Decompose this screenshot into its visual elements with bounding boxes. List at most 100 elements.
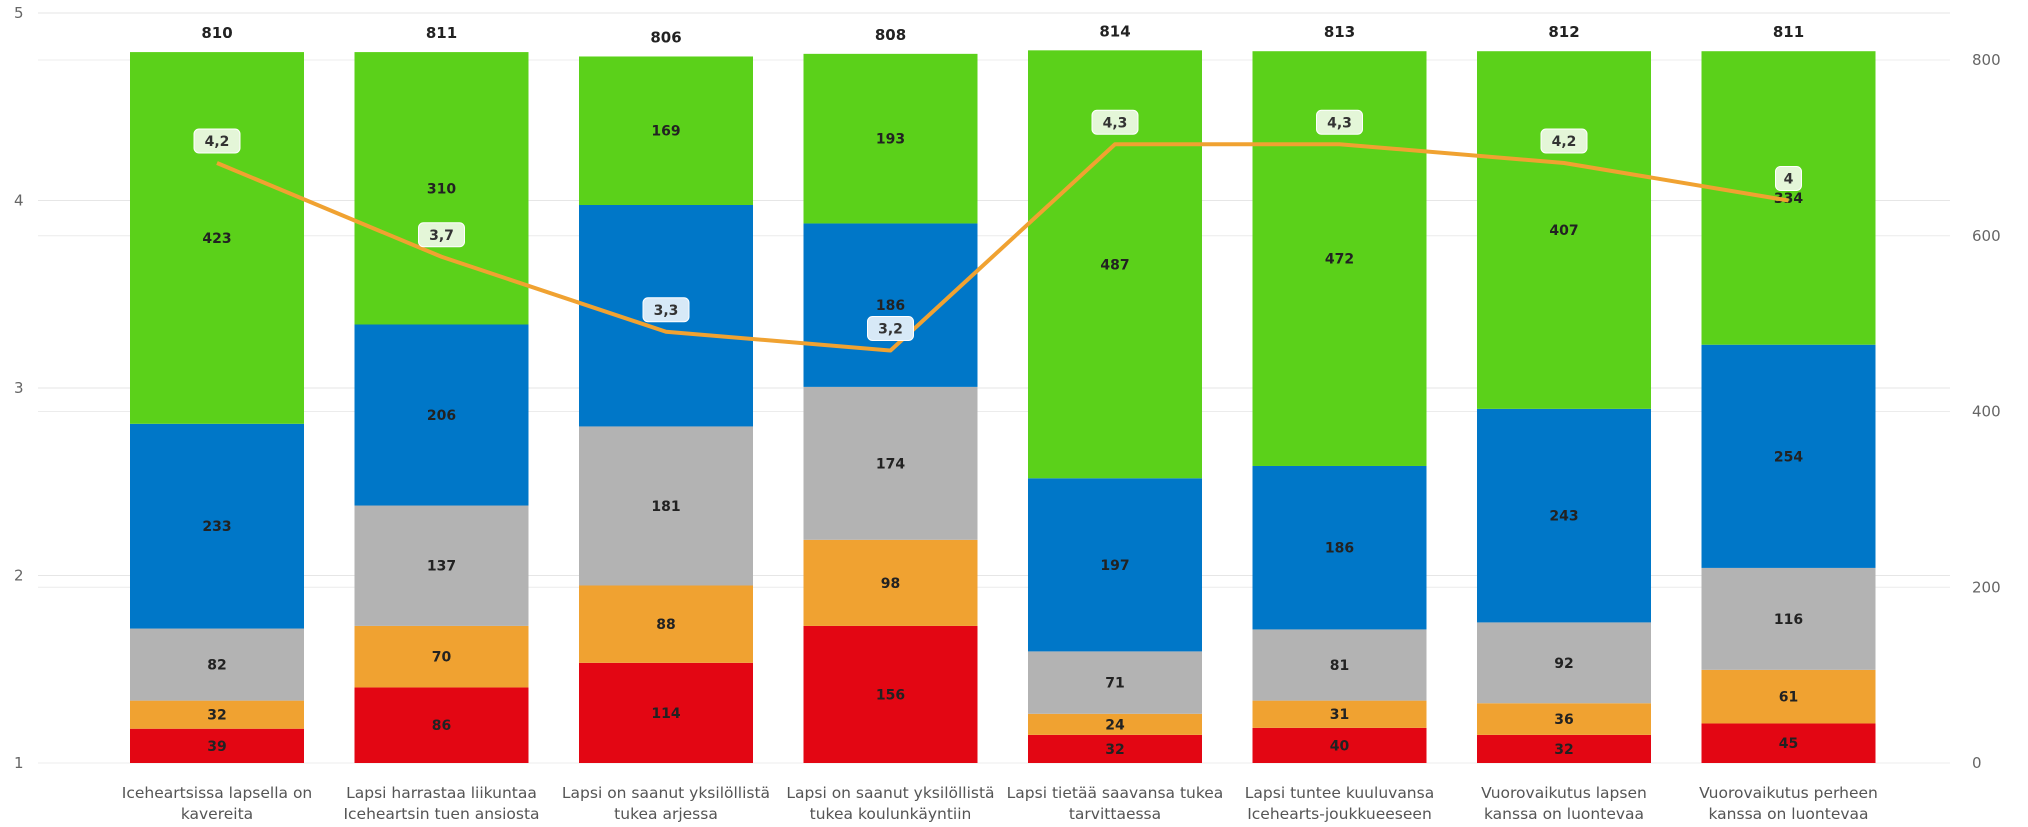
bar-segment (579, 585, 753, 663)
bar-segment (1252, 727, 1427, 763)
category-label: Vuorovaikutus perheen (1699, 784, 1878, 802)
bar-segment (803, 53, 978, 224)
bar-total-label: 811 (1773, 23, 1804, 41)
segment-labels: 3932822334238670137206310114881812521691… (202, 124, 1803, 758)
bar-segment (1028, 734, 1202, 763)
average-label-box (642, 297, 690, 323)
bar-total-label: 806 (650, 28, 681, 46)
average-label-box (418, 222, 465, 248)
average-value-label: 4,3 (1103, 115, 1128, 131)
bar-segment (579, 56, 753, 205)
segment-value-label: 88 (656, 617, 675, 633)
bar-total-label: 812 (1548, 23, 1579, 41)
bar-segment (1477, 51, 1651, 409)
segment-value-label: 206 (427, 408, 456, 424)
segment-value-label: 254 (1774, 449, 1803, 465)
bar-segment (130, 700, 304, 729)
y-left-tick-label: 5 (14, 4, 24, 22)
bar-segment (1028, 713, 1202, 735)
bar-total-label: 808 (875, 26, 906, 44)
bar-segment (579, 662, 753, 763)
segment-value-label: 156 (876, 687, 905, 703)
segment-value-label: 116 (1774, 612, 1803, 628)
y-left-tick-label: 1 (14, 754, 24, 772)
segment-value-label: 137 (427, 559, 456, 575)
average-value-label: 4,2 (1552, 134, 1577, 150)
average-value-label: 3,2 (878, 322, 903, 338)
bar-segment (1252, 629, 1427, 701)
bar-segment (354, 625, 529, 688)
bar-segment (1477, 408, 1651, 623)
bar-segment (803, 625, 978, 763)
bar-total-label: 811 (426, 24, 457, 42)
category-label: Lapsi on saanut yksilöllistä (562, 784, 770, 802)
category-labels: Iceheartsissa lapsella on kavereita Lapsi … (122, 784, 1878, 823)
segment-value-label: 186 (1325, 541, 1354, 557)
y-left-tick-label: 4 (14, 192, 24, 210)
category-label: Lapsi tietää saavansa tukea (1007, 784, 1224, 802)
segment-value-label: 82 (207, 658, 226, 674)
bar-segment (1701, 344, 1876, 568)
segment-value-label: 169 (651, 124, 680, 140)
segment-value-label: 174 (876, 456, 905, 472)
average-value-label: 4,3 (1327, 115, 1352, 131)
average-label-box (1316, 109, 1363, 135)
segment-value-label: 197 (1100, 558, 1129, 574)
segment-value-label: 423 (202, 231, 231, 247)
category-label: tukea koulunkäyntiin (810, 805, 972, 823)
bar-segment (1701, 669, 1876, 724)
segment-value-label: 472 (1325, 252, 1354, 268)
bar-segment (1252, 700, 1427, 728)
bar-segment (579, 426, 753, 586)
category-label: Icehearts​in tuen ansiosta (343, 805, 539, 823)
segment-value-label: 70 (432, 650, 452, 666)
category-label: Lapsi tuntee kuuluvansa (1245, 784, 1434, 802)
segment-value-label: 81 (1330, 658, 1349, 674)
bar-total-label: 814 (1099, 22, 1130, 40)
bar-segment (130, 628, 304, 701)
segment-value-label: 186 (876, 298, 905, 314)
y-left-tick-label: 2 (14, 567, 24, 585)
y-right-tick-label: 200 (1972, 578, 2001, 596)
average-label-box (1775, 166, 1802, 191)
bar-segment (354, 687, 529, 763)
segment-value-label: 233 (202, 519, 231, 535)
segment-value-label: 24 (1105, 717, 1125, 733)
bar-segment (1477, 622, 1651, 704)
category-label: tarvittaessa (1069, 805, 1161, 823)
segment-value-label: 86 (432, 718, 451, 734)
segment-value-label: 181 (651, 499, 680, 515)
y-right-tick-label: 600 (1972, 227, 2001, 245)
bar-segment (354, 324, 529, 506)
average-label-box (193, 128, 241, 154)
bar-stacks (130, 50, 1876, 763)
bar-total-label: 810 (201, 24, 232, 42)
bar-segment (130, 728, 304, 763)
segment-value-label: 92 (1554, 656, 1573, 672)
y-right-tick-label: 400 (1972, 403, 2001, 421)
bar-total-label: 813 (1324, 23, 1355, 41)
bar-segment (1477, 703, 1651, 735)
bar-segment (354, 505, 529, 626)
segment-value-label: 36 (1554, 712, 1573, 728)
category-label: kanssa on luontevaa (1708, 805, 1868, 823)
total-labels: 810 811 806 808 814 813 812 811 (201, 22, 1804, 46)
bar-segment (803, 539, 978, 626)
category-label: Lapsi on saanut yksilöllistä (786, 784, 994, 802)
segment-value-label: 71 (1105, 676, 1124, 692)
category-label: Iceheartsissa lapsella on (122, 784, 313, 802)
bar-segment (1477, 734, 1651, 763)
segment-value-label: 407 (1549, 223, 1578, 239)
segment-value-label: 243 (1549, 509, 1578, 525)
segment-value-label: 32 (1105, 742, 1124, 758)
segment-value-label: 193 (876, 132, 905, 148)
bar-segment (354, 52, 529, 325)
average-value-label: 4 (1784, 172, 1794, 188)
bar-segment (1701, 723, 1876, 763)
bar-segment (130, 423, 304, 629)
category-label: Vuorovaikutus lapsen (1481, 784, 1647, 802)
average-value-label: 3,7 (429, 228, 454, 244)
segment-value-label: 310 (427, 181, 456, 197)
